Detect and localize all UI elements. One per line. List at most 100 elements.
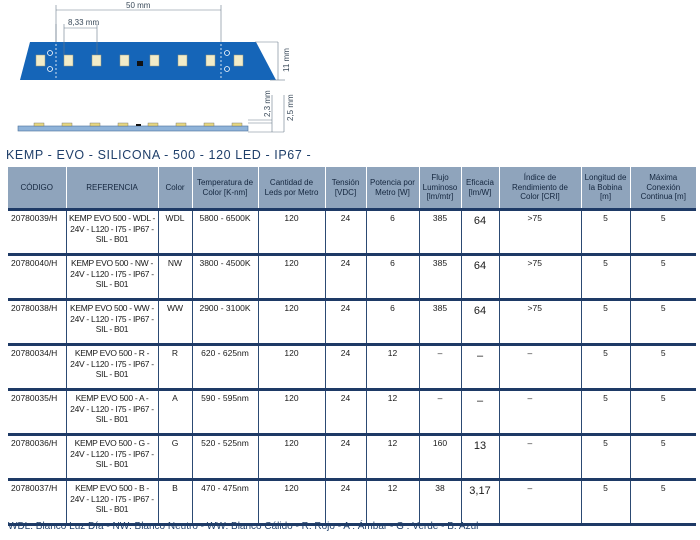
cell-code: 20780034/H — [8, 344, 67, 391]
cell-temp: 470 - 475nm — [192, 479, 259, 526]
pitch-dimension: 8,33 mm — [68, 18, 99, 27]
table-row: 20780040/H KEMP EVO 500 - NW - 24V - L120… — [8, 254, 696, 301]
cell-eff: 13 — [461, 434, 500, 481]
cell-eff: – — [461, 344, 500, 391]
table-row: 20780035/H KEMP EVO 500 - A - 24V - L120 … — [8, 389, 696, 436]
cell-color: R — [158, 344, 193, 391]
cell-leds: 120 — [258, 254, 326, 301]
cell-temp: 3800 - 4500K — [192, 254, 259, 301]
led-strip-drawing: 50 mm 8,33 mm 11 mm 2,3 mm 2,5 mm — [17, 1, 295, 133]
cell-ref: KEMP EVO 500 - NW - 24V - L120 - I75 - I… — [66, 254, 159, 301]
cell-eff: 64 — [461, 254, 500, 301]
cell-reel: 5 — [581, 434, 631, 481]
resistor-chip — [137, 61, 143, 66]
cell-leds: 120 — [258, 208, 326, 256]
cell-power: 6 — [366, 208, 420, 256]
cell-flux: 385 — [419, 208, 462, 256]
cell-temp: 5800 - 6500K — [192, 208, 259, 256]
spec-table: CÓDIGO REFERENCIA Color Temperatura de Colo… — [8, 167, 696, 526]
strip-side-view — [17, 125, 249, 132]
cell-volt: 24 — [325, 254, 367, 301]
dimension-lines — [55, 5, 285, 133]
cell-volt: 24 — [325, 434, 367, 481]
cell-max: 5 — [630, 479, 696, 526]
cell-cri: >75 — [499, 299, 582, 346]
cut-marks — [47, 44, 230, 78]
cell-power: 12 — [366, 344, 420, 391]
cell-reel: 5 — [581, 344, 631, 391]
cell-color: G — [158, 434, 193, 481]
cell-temp: 620 - 625nm — [192, 344, 259, 391]
length-dimension: 50 mm — [126, 1, 151, 10]
table-body: 20780039/H KEMP EVO 500 - WDL - 24V - L12… — [8, 208, 696, 526]
table-header-row: CÓDIGO REFERENCIA Color Temperatura de Colo… — [8, 167, 696, 210]
cell-max: 5 — [630, 254, 696, 301]
cell-cri: – — [499, 344, 582, 391]
cell-temp: 590 - 595nm — [192, 389, 259, 436]
header-color: Color — [158, 167, 193, 210]
cell-flux: 385 — [419, 254, 462, 301]
cell-color: B — [158, 479, 193, 526]
cell-volt: 24 — [325, 479, 367, 526]
led-row — [35, 54, 244, 67]
header-cri: Índice de Rendimiento de Color [CRI] — [499, 167, 582, 210]
table-row: 20780037/H KEMP EVO 500 - B - 24V - L120 … — [8, 479, 696, 526]
header-longitud: Longitud de la Bobina [m] — [581, 167, 631, 210]
header-eficacia: Eficacia [lm/W] — [461, 167, 500, 210]
cell-ref: KEMP EVO 500 - WW - 24V - L120 - I75 - I… — [66, 299, 159, 346]
cell-power: 12 — [366, 434, 420, 481]
strip-top-view — [20, 42, 276, 80]
cell-volt: 24 — [325, 208, 367, 256]
cell-eff: 64 — [461, 299, 500, 346]
cell-ref: KEMP EVO 500 - R - 24V - L120 - I75 - IP… — [66, 344, 159, 391]
cell-cri: – — [499, 434, 582, 481]
cell-reel: 5 — [581, 254, 631, 301]
header-cantidad-leds: Cantidad de Leds por Metro — [258, 167, 326, 210]
height2-dimension: 2,5 mm — [286, 94, 295, 121]
cell-eff: – — [461, 389, 500, 436]
table-row: 20780038/H KEMP EVO 500 - WW - 24V - L120… — [8, 299, 696, 346]
height1-dimension: 2,3 mm — [263, 90, 272, 117]
cell-power: 6 — [366, 254, 420, 301]
side-view-leds — [33, 122, 243, 127]
cell-max: 5 — [630, 389, 696, 436]
cell-reel: 5 — [581, 299, 631, 346]
cell-volt: 24 — [325, 389, 367, 436]
cell-leds: 120 — [258, 299, 326, 346]
cell-cri: – — [499, 479, 582, 526]
cell-ref: KEMP EVO 500 - WDL - 24V - L120 - I75 - … — [66, 208, 159, 256]
cell-volt: 24 — [325, 344, 367, 391]
color-legend: WDL: Blanco Luz Día - NW: Blanco Neutro … — [8, 521, 479, 532]
side-view-chip — [136, 124, 141, 126]
cell-color: NW — [158, 254, 193, 301]
cell-temp: 520 - 525nm — [192, 434, 259, 481]
cell-flux: – — [419, 389, 462, 436]
cell-reel: 5 — [581, 389, 631, 436]
cell-code: 20780037/H — [8, 479, 67, 526]
cell-leds: 120 — [258, 434, 326, 481]
cell-power: 12 — [366, 389, 420, 436]
cell-color: WDL — [158, 208, 193, 256]
table-row: 20780036/H KEMP EVO 500 - G - 24V - L120 … — [8, 434, 696, 481]
cell-volt: 24 — [325, 299, 367, 346]
table-row: 20780034/H KEMP EVO 500 - R - 24V - L120 … — [8, 344, 696, 391]
cell-cri: – — [499, 389, 582, 436]
cell-leds: 120 — [258, 479, 326, 526]
cell-leds: 120 — [258, 389, 326, 436]
cell-code: 20780040/H — [8, 254, 67, 301]
cell-reel: 5 — [581, 479, 631, 526]
header-tension: Tensión [VDC] — [325, 167, 367, 210]
width-dimension: 11 mm — [282, 48, 291, 72]
cell-flux: 160 — [419, 434, 462, 481]
cell-eff: 3,17 — [461, 479, 500, 526]
cell-cri: >75 — [499, 254, 582, 301]
cell-ref: KEMP EVO 500 - B - 24V - L120 - I75 - IP… — [66, 479, 159, 526]
cell-color: WW — [158, 299, 193, 346]
header-codigo: CÓDIGO — [8, 167, 67, 210]
cell-code: 20780039/H — [8, 208, 67, 256]
header-potencia: Potencia por Metro [W] — [366, 167, 420, 210]
header-conexion: Máxima Conexión Continua [m] — [630, 167, 696, 210]
header-referencia: REFERENCIA — [66, 167, 159, 210]
cell-code: 20780036/H — [8, 434, 67, 481]
cell-max: 5 — [630, 208, 696, 256]
